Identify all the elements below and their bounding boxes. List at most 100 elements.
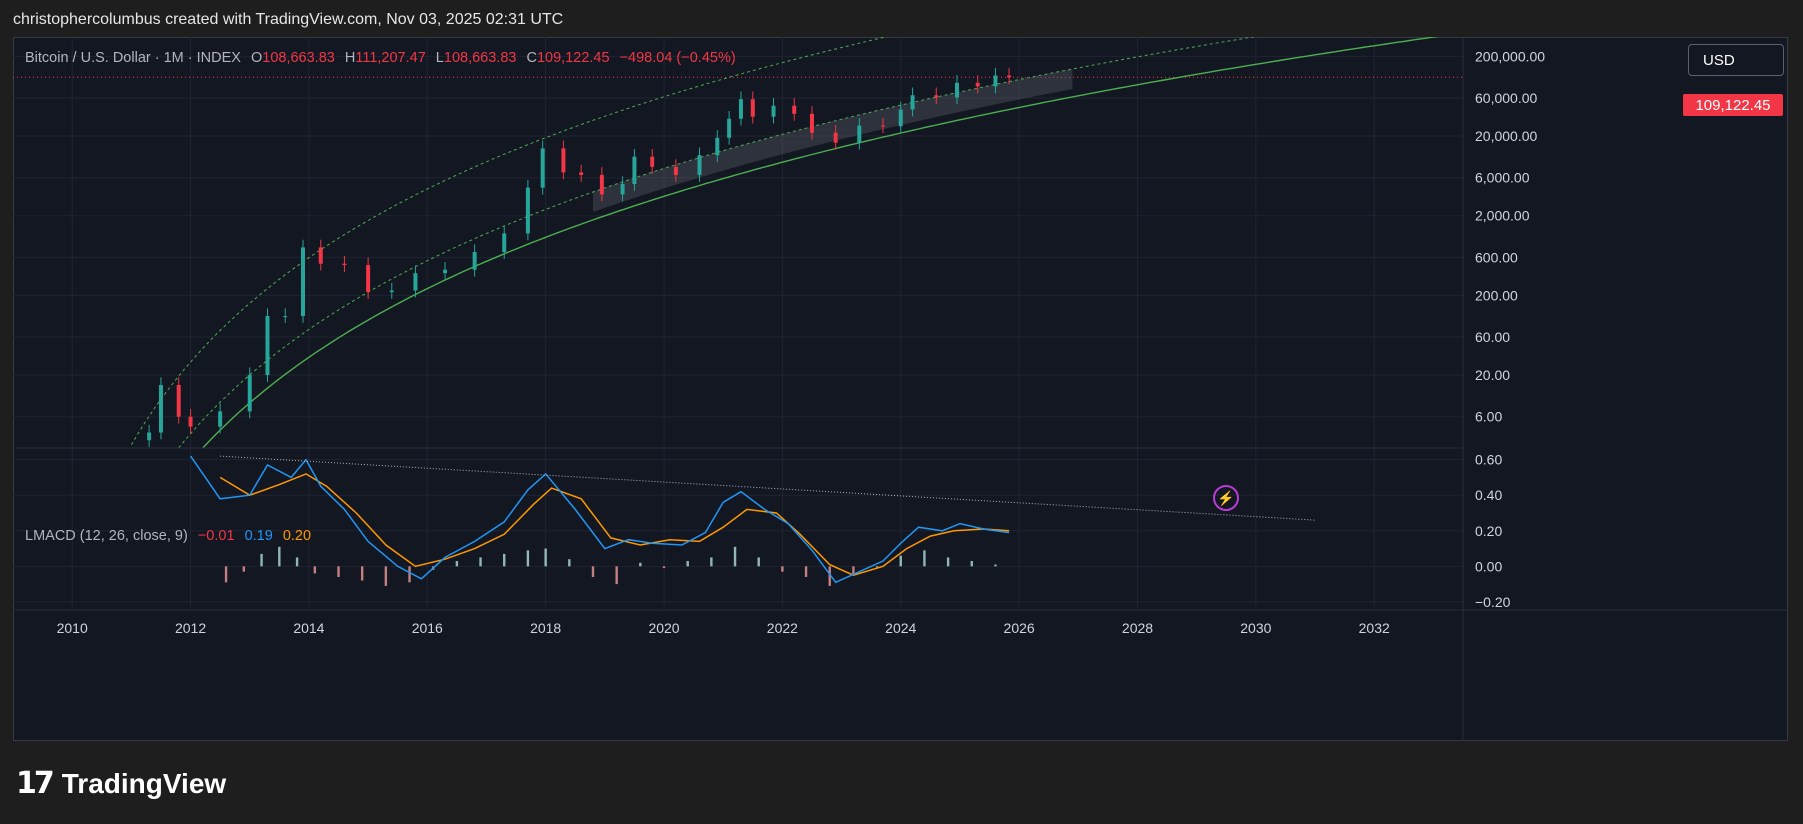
histogram-bar [828,566,831,586]
tradingview-logo[interactable]: 17 TradingView [16,766,226,801]
middle-band-curve [178,37,1256,449]
close-label: C [526,50,537,66]
histogram-bar [455,561,459,567]
histogram-bar [337,566,340,577]
histogram-bar [804,566,808,577]
shaded-zone [593,69,1073,212]
candle-body [218,411,223,427]
macd-hist-value: −0.01 [197,528,235,544]
histogram-bar [899,555,902,567]
histogram-bar [503,553,506,567]
candle-body [147,432,152,441]
currency-button[interactable]: USD [1688,44,1784,76]
candle-body [620,184,625,195]
lightning-icon[interactable]: ⚡ [1213,485,1239,511]
macd-tick-label: 0.20 [1475,523,1502,539]
y-tick-label: 60,000.00 [1475,90,1537,106]
candle-body [673,166,678,175]
histogram-bar [686,561,689,567]
candle-body [715,137,720,156]
histogram-bar [278,546,281,567]
high-value: 111,207.47 [355,50,426,66]
x-tick-label: 2020 [648,620,679,636]
histogram-bar [946,557,950,567]
histogram-bar [591,566,595,577]
histogram-bar [242,566,246,572]
candle-body [881,125,885,127]
tradingview-logo-icon: 17 [16,766,55,801]
axes: 2010 2012 2014 2016 2018 2020 2022 2024 2026 2028… [13,37,1788,741]
change-value: −498.04 (−0.45%) [619,50,736,66]
histogram-bar [733,546,737,567]
close-value: 109,122.45 [536,50,610,66]
x-tick-label: 2012 [175,620,206,636]
histogram-bar [260,553,263,567]
histogram-bar [544,548,547,567]
page-title: christophercolumbus created with Trading… [13,11,564,28]
candle-body [809,113,814,133]
candle-body [599,174,604,195]
candle-body [413,273,418,291]
candles [147,67,1012,447]
candle-body [301,247,305,317]
y-tick-label: 600.00 [1475,249,1518,265]
histogram-bar [710,557,713,567]
candle-body [540,148,545,188]
open-label: O [250,50,263,66]
candle-body [579,172,584,175]
y-tick-label: 200,000.00 [1475,48,1545,64]
candle-body [265,316,270,376]
x-tick-label: 2028 [1122,620,1153,636]
low-value: 108,663.83 [443,50,517,66]
y-tick-label: 6,000.00 [1475,170,1530,186]
candle-body [632,156,637,185]
candle-body [176,385,181,417]
candle-body [954,82,959,98]
candle-body [650,156,655,167]
x-tick-label: 2014 [293,620,324,636]
histogram-bar [781,566,784,572]
macd-legend: LMACD (12, 26, close, 9) −0.01 0.19 0.20 [25,528,317,544]
histogram-bar [875,566,879,568]
candle-body [389,290,394,293]
candle-body [188,416,193,427]
candle-body [525,187,530,234]
macd-line [189,455,1010,584]
last-price-badge: 109,122.45 [1683,94,1783,116]
open-value: 108,663.83 [262,50,335,66]
candle-body [318,247,323,264]
macd-pane [189,455,1316,586]
histogram-bar [923,550,926,567]
x-tick-label: 2032 [1359,620,1390,636]
histogram-bar [852,566,855,576]
candle-body [247,375,252,412]
histogram-bar [526,550,530,567]
symbol-label[interactable]: Bitcoin / U.S. Dollar · 1M · INDEX [25,50,241,66]
candle-body [975,82,980,87]
y-tick-label: 6.00 [1475,409,1502,425]
y-tick-label: 60.00 [1475,329,1510,345]
candle-body [1007,75,1012,78]
candle-body [833,132,838,143]
candle-body [910,95,915,110]
y-tick-label: 20,000.00 [1475,128,1537,144]
x-tick-label: 2022 [767,620,798,636]
macd-line-value: 0.19 [244,528,273,544]
price-legend: Bitcoin / U.S. Dollar · 1M · INDEX O108,… [25,50,742,66]
histogram-bar [360,566,364,581]
lower-band-curve [201,37,1439,449]
x-tick-label: 2026 [1004,620,1035,636]
macd-name[interactable]: LMACD (12, 26, close, 9) [25,528,188,544]
upper-band-curve [130,37,888,446]
candle-body [750,99,755,117]
y-tick-label: 200.00 [1475,287,1518,303]
macd-tick-label: 0.60 [1475,452,1502,468]
grid [13,37,1463,609]
candle-body [283,316,288,318]
candle-body [934,95,939,98]
histogram-bar [639,562,642,567]
histogram-bar [295,557,299,567]
x-tick-label: 2018 [530,620,561,636]
chart-canvas[interactable]: 2010 2012 2014 2016 2018 2020 2022 2024 2026 2028… [13,37,1788,741]
histogram-bar [615,566,618,585]
